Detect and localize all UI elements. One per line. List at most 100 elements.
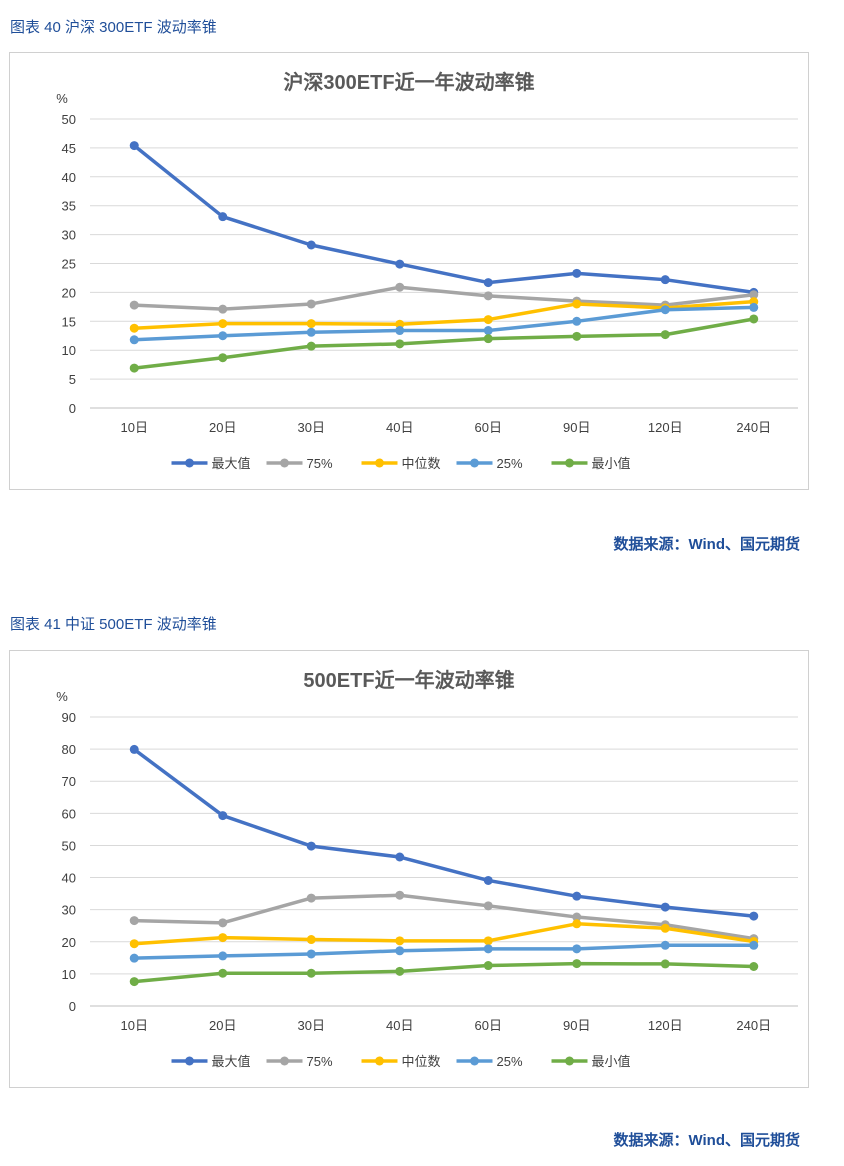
data-point	[660, 959, 670, 969]
data-point	[572, 331, 582, 341]
data-point	[129, 953, 139, 963]
data-point	[218, 968, 228, 978]
data-point	[218, 304, 228, 314]
y-tick-label: 0	[69, 401, 76, 416]
data-point	[129, 141, 139, 151]
data-point	[395, 936, 405, 946]
data-point	[129, 300, 139, 310]
data-point	[483, 944, 493, 954]
y-tick-label: 25	[62, 257, 76, 272]
series-line	[132, 317, 756, 370]
x-tick-label: 120日	[648, 420, 683, 435]
data-point	[483, 278, 493, 288]
legend-label: 最小值	[592, 1054, 631, 1069]
y-tick-label: 30	[62, 903, 76, 918]
data-point	[483, 315, 493, 325]
x-tick-label: 60日	[475, 420, 502, 435]
data-point	[749, 911, 759, 921]
y-tick-label: 40	[62, 170, 76, 185]
data-point	[129, 916, 139, 926]
data-source: 数据来源：Wind、国元期货	[613, 536, 800, 553]
volatility-cone-chart-300etf: 沪深300ETF近一年波动率锥% 0 5 10 15 20 25 30 35 40 45 50 10日 2…	[56, 70, 798, 471]
series-line	[132, 747, 756, 918]
data-point	[660, 940, 670, 950]
data-point	[306, 341, 316, 351]
x-tick-label: 240日	[736, 420, 771, 435]
chart-panel: 沪深300ETF近一年波动率锥% 0 5 10 15 20 25 30 35 40 45 50 10日 2…	[9, 52, 809, 490]
y-axis-unit: %	[56, 689, 68, 704]
data-point	[306, 299, 316, 309]
x-tick-label: 40日	[386, 1018, 413, 1033]
data-point	[395, 946, 405, 956]
x-tick-label: 90日	[563, 1018, 590, 1033]
y-tick-label: 5	[69, 372, 76, 387]
series-line	[132, 143, 756, 295]
data-point	[749, 302, 759, 312]
data-point	[660, 275, 670, 285]
series-line	[132, 285, 756, 311]
legend-marker	[375, 458, 384, 468]
data-point	[483, 326, 493, 336]
data-point	[218, 319, 228, 329]
data-point	[218, 331, 228, 341]
data-point	[395, 339, 405, 349]
x-tick-label: 10日	[121, 1018, 148, 1033]
y-tick-label: 35	[62, 199, 76, 214]
data-point	[660, 923, 670, 933]
data-point	[483, 901, 493, 911]
series-line	[132, 299, 756, 330]
legend-label: 25%	[497, 1054, 523, 1069]
y-tick-label: 80	[62, 742, 76, 757]
data-point	[218, 353, 228, 363]
y-tick-label: 20	[62, 285, 76, 300]
y-tick-label: 45	[62, 141, 76, 156]
data-point	[218, 811, 228, 821]
data-point	[483, 961, 493, 971]
chart-panel: 500ETF近一年波动率锥% 0 10 20 30 40 50 60 70 80 90 10日 20日 3…	[9, 650, 809, 1088]
data-point	[306, 968, 316, 978]
data-point	[306, 841, 316, 851]
data-point	[306, 893, 316, 903]
legend-marker	[565, 458, 574, 468]
data-point	[306, 949, 316, 959]
data-point	[483, 291, 493, 301]
data-source: 数据来源：Wind、国元期货	[613, 1132, 800, 1149]
data-point	[129, 744, 139, 754]
legend-marker	[565, 1056, 574, 1066]
legend-marker	[470, 458, 479, 468]
series-line	[132, 922, 756, 946]
legend-label: 75%	[307, 456, 333, 471]
x-tick-label: 10日	[121, 420, 148, 435]
data-point	[572, 912, 582, 922]
data-point	[306, 319, 316, 329]
legend-label: 最大值	[212, 456, 251, 471]
data-point	[749, 314, 759, 324]
legend-label: 中位数	[402, 1054, 441, 1069]
data-point	[218, 951, 228, 961]
data-point	[395, 259, 405, 269]
series-line	[132, 961, 756, 984]
y-tick-label: 50	[62, 838, 76, 853]
chart-title: 500ETF近一年波动率锥	[303, 668, 514, 692]
y-tick-label: 50	[62, 112, 76, 127]
chart-title: 沪深300ETF近一年波动率锥	[283, 70, 534, 94]
data-point	[218, 918, 228, 928]
y-tick-label: 10	[62, 343, 76, 358]
data-point	[572, 891, 582, 901]
legend-label: 中位数	[402, 456, 441, 471]
y-tick-label: 90	[62, 710, 76, 725]
figure-title: 图表 40 沪深 300ETF 波动率锥	[10, 19, 217, 36]
x-tick-label: 30日	[298, 1018, 325, 1033]
data-point	[218, 212, 228, 222]
data-point	[572, 316, 582, 326]
x-tick-label: 40日	[386, 420, 413, 435]
y-tick-label: 15	[62, 314, 76, 329]
data-point	[749, 962, 759, 972]
data-point	[395, 966, 405, 976]
legend-marker	[280, 458, 289, 468]
data-point	[572, 919, 582, 929]
data-point	[129, 977, 139, 987]
data-point	[572, 944, 582, 954]
x-tick-label: 120日	[648, 1018, 683, 1033]
legend-marker	[185, 458, 194, 468]
